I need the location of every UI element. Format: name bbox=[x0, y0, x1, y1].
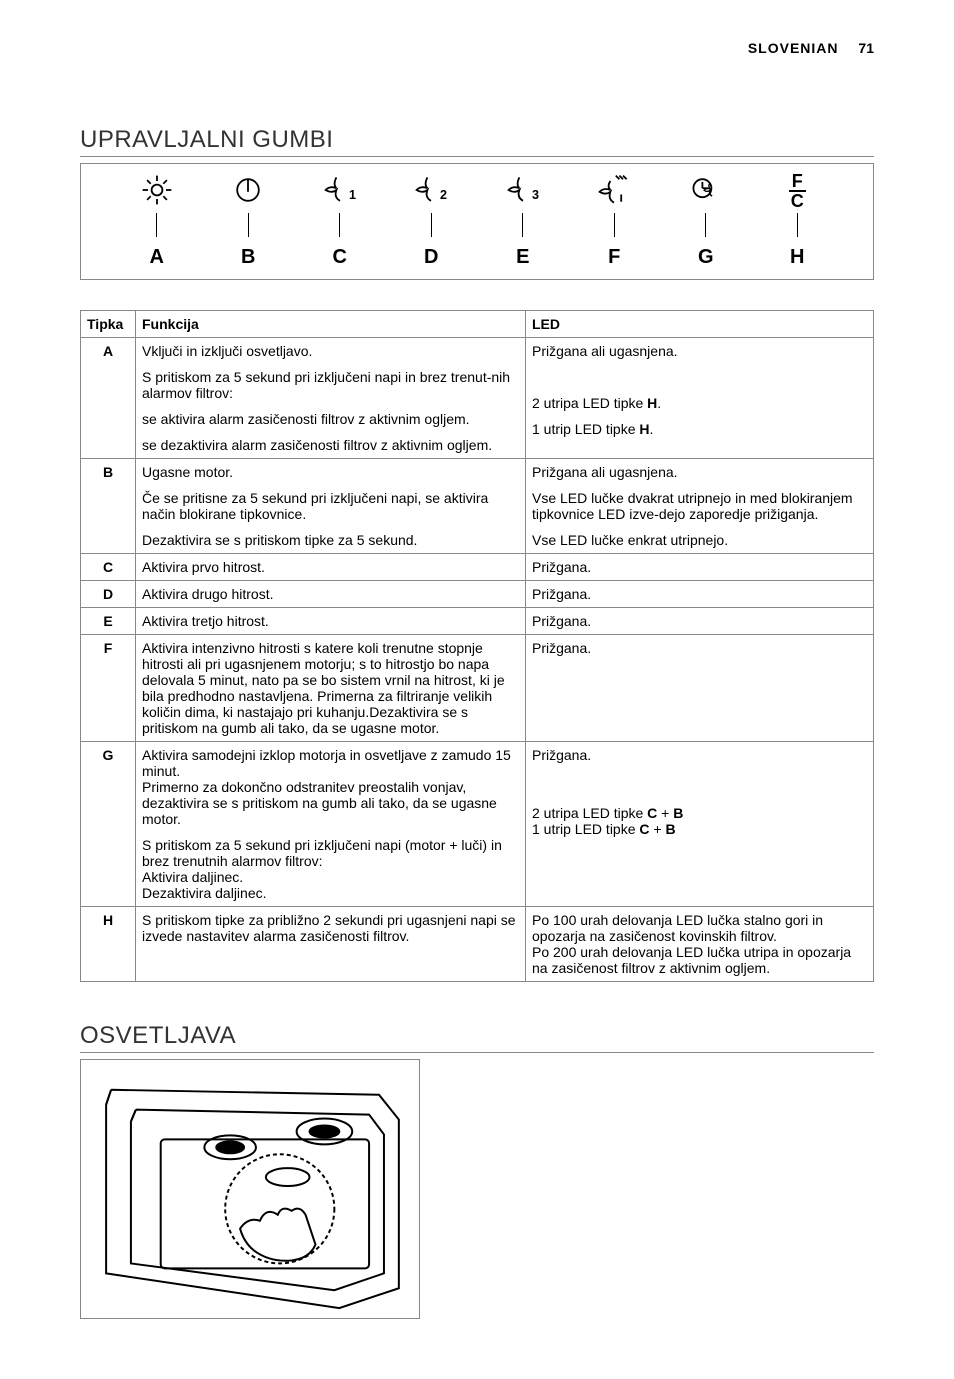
row-func: Aktivira tretjo hitrost. bbox=[136, 608, 526, 635]
row-func: S pritiskom tipke za približno 2 sekundi… bbox=[136, 907, 526, 982]
row-key: E bbox=[81, 608, 136, 635]
row-led: Prižgana. bbox=[526, 635, 874, 742]
th-func: Funkcija bbox=[136, 311, 526, 338]
table-row: FAktivira intenzivno hitrosti s katere k… bbox=[81, 635, 874, 742]
functions-table: Tipka Funkcija LED AVključi in izključi … bbox=[80, 310, 874, 982]
table-row: CAktivira prvo hitrost.Prižgana. bbox=[81, 554, 874, 581]
row-key: H bbox=[81, 907, 136, 982]
row-func: Aktivira intenzivno hitrosti s katere ko… bbox=[136, 635, 526, 742]
table-row: EAktivira tretjo hitrost.Prižgana. bbox=[81, 608, 874, 635]
controls-panel: 1 2 3 bbox=[80, 163, 874, 280]
control-label-d: D bbox=[401, 246, 461, 269]
th-key: Tipka bbox=[81, 311, 136, 338]
control-label-a: A bbox=[127, 246, 187, 269]
row-led: Prižgana. bbox=[526, 581, 874, 608]
page-number: 71 bbox=[858, 40, 874, 56]
control-label-h: H bbox=[767, 246, 827, 269]
control-label-c: C bbox=[310, 246, 370, 269]
light-icon bbox=[127, 172, 187, 213]
control-label-e: E bbox=[493, 246, 553, 269]
fc-icon: F C bbox=[767, 172, 827, 213]
table-row: HS pritiskom tipke za približno 2 sekund… bbox=[81, 907, 874, 982]
row-key: F bbox=[81, 635, 136, 742]
svg-text:3: 3 bbox=[532, 188, 539, 202]
power-icon bbox=[218, 172, 278, 213]
table-row: AVključi in izključi osvetljavo.S pritis… bbox=[81, 338, 874, 459]
row-func: Aktivira samodejni izklop motorja in osv… bbox=[136, 742, 526, 907]
svg-text:1: 1 bbox=[349, 188, 356, 202]
control-label-b: B bbox=[218, 246, 278, 269]
row-func: Vključi in izključi osvetljavo.S pritisk… bbox=[136, 338, 526, 459]
page-header: SLOVENIAN 71 bbox=[80, 40, 874, 56]
row-led: Prižgana ali ugasnjena.Vse LED lučke dva… bbox=[526, 459, 874, 554]
table-row: BUgasne motor.Če se pritisne za 5 sekund… bbox=[81, 459, 874, 554]
fc-bottom: C bbox=[789, 192, 806, 210]
row-func: Aktivira drugo hitrost. bbox=[136, 581, 526, 608]
row-func: Ugasne motor.Če se pritisne za 5 sekund … bbox=[136, 459, 526, 554]
row-key: A bbox=[81, 338, 136, 459]
row-led: Prižgana. bbox=[526, 608, 874, 635]
row-key: D bbox=[81, 581, 136, 608]
row-led: Po 100 urah delovanja LED lučka stalno g… bbox=[526, 907, 874, 982]
fc-top: F bbox=[789, 172, 806, 192]
fan2-icon: 2 bbox=[401, 172, 461, 213]
th-led: LED bbox=[526, 311, 874, 338]
row-led: Prižgana. bbox=[526, 554, 874, 581]
controls-title: UPRAVLJALNI GUMBI bbox=[80, 126, 874, 157]
control-label-g: G bbox=[676, 246, 736, 269]
svg-text:2: 2 bbox=[440, 188, 447, 202]
language-label: SLOVENIAN bbox=[748, 40, 839, 56]
row-key: C bbox=[81, 554, 136, 581]
controls-letter-row: A B C D E F G H bbox=[81, 242, 873, 279]
row-key: G bbox=[81, 742, 136, 907]
lighting-title: OSVETLJAVA bbox=[80, 1022, 874, 1053]
row-led: Prižgana.2 utripa LED tipke C + B1 utrip… bbox=[526, 742, 874, 907]
row-func: Aktivira prvo hitrost. bbox=[136, 554, 526, 581]
fan3-icon: 3 bbox=[493, 172, 553, 213]
lighting-figure bbox=[80, 1059, 420, 1319]
table-row: DAktivira drugo hitrost.Prižgana. bbox=[81, 581, 874, 608]
fan-intensive-icon bbox=[584, 172, 644, 213]
table-row: GAktivira samodejni izklop motorja in os… bbox=[81, 742, 874, 907]
fan1-icon: 1 bbox=[310, 172, 370, 213]
control-label-f: F bbox=[584, 246, 644, 269]
timer-icon bbox=[676, 172, 736, 213]
row-led: Prižgana ali ugasnjena. 2 utripa LED tip… bbox=[526, 338, 874, 459]
row-key: B bbox=[81, 459, 136, 554]
